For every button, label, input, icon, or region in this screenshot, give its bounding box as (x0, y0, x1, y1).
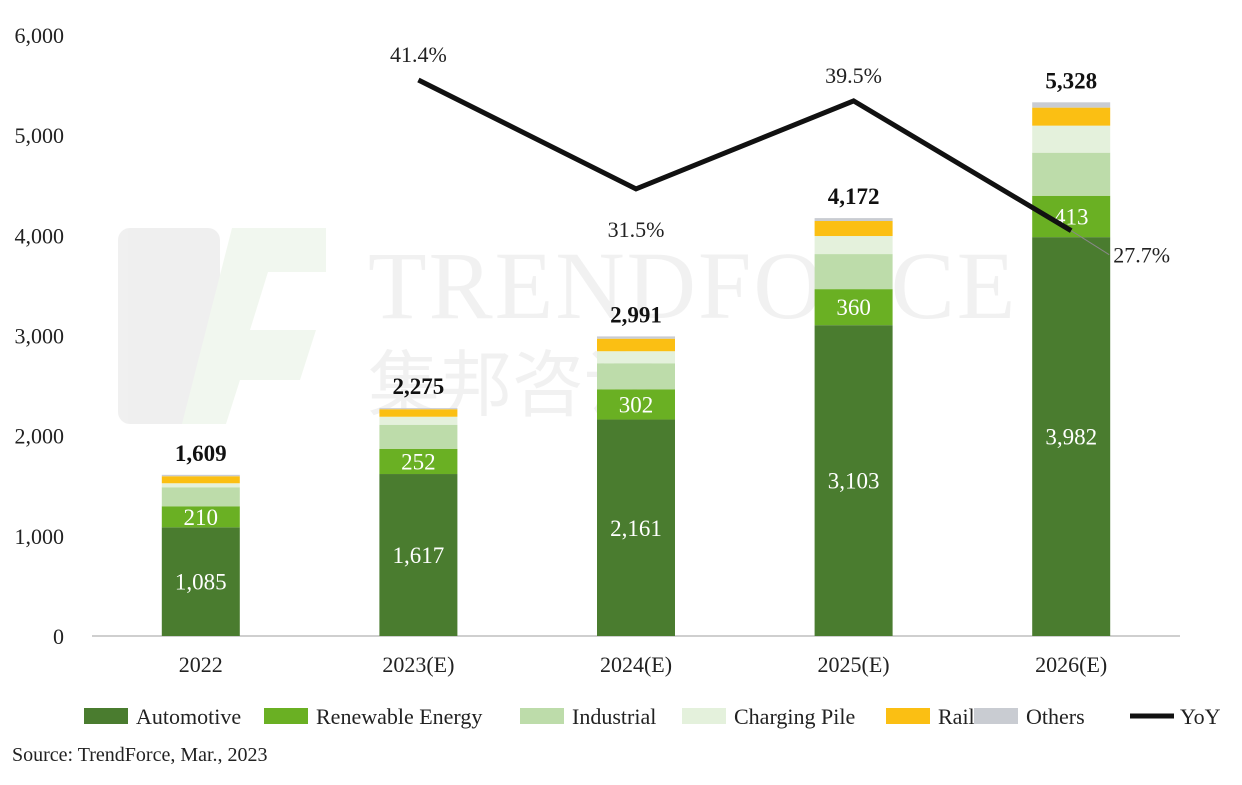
legend-swatch (264, 708, 308, 724)
bar-segment (814, 218, 893, 222)
bar-segment (597, 336, 675, 339)
bar-segment (814, 254, 893, 290)
bar-segment (379, 408, 458, 410)
legend-label: Others (1026, 704, 1085, 729)
bar-segment (161, 506, 240, 528)
bar-segment (597, 338, 675, 352)
y-tick-label: 6,000 (15, 23, 65, 48)
bar-segment (597, 351, 675, 364)
bar-segment (161, 483, 240, 488)
yoy-data-label: 31.5% (608, 217, 665, 242)
legend-label: Rail (938, 704, 975, 729)
source-note: Source: TrendForce, Mar., 2023 (12, 744, 268, 766)
x-tick-label: 2026(E) (1035, 652, 1107, 677)
x-tick-label: 2023(E) (382, 652, 454, 677)
bar-data-label: 360 (836, 295, 871, 320)
legend-label: Industrial (572, 704, 656, 729)
y-tick-label: 4,000 (15, 223, 65, 248)
legend: Automotive Renewable Energy Industrial Char… (84, 704, 1221, 729)
x-tick-label: 2024(E) (600, 652, 672, 677)
watermark: TRENDFORCE 集邦咨询 (118, 228, 1017, 426)
y-tick-label: 0 (53, 624, 64, 649)
axes: 0 1,000 2,000 3,000 4,000 5,000 6,000 2022 2023(… (15, 23, 1180, 677)
legend-swatch (886, 708, 930, 724)
bar-segment (379, 416, 458, 425)
bar-data-label: 3,103 (828, 469, 880, 494)
bar-data-label: 3,982 (1045, 425, 1097, 450)
bar-total-label: 2,991 (610, 302, 662, 327)
bar-segment (1032, 237, 1111, 636)
legend-swatch (682, 708, 726, 724)
bar-data-label: 1,617 (393, 543, 445, 568)
bar-segment (814, 325, 893, 636)
bar-segment (1032, 152, 1111, 196)
bar-segment (379, 409, 458, 417)
legend-label: YoY (1180, 704, 1221, 729)
y-tick-label: 1,000 (15, 524, 65, 549)
yoy-data-label: 27.7% (1113, 243, 1170, 268)
x-tick-label: 2025(E) (818, 652, 890, 677)
bar-segment (379, 448, 458, 475)
y-tick-label: 5,000 (15, 123, 65, 148)
bar-total-label: 1,609 (175, 441, 227, 466)
legend-swatch (520, 708, 564, 724)
bar-segment (161, 474, 240, 477)
bar-segment (1032, 125, 1111, 153)
legend-swatch (84, 708, 128, 724)
bar-segment (1032, 107, 1111, 126)
bar-segment (161, 476, 240, 484)
bar-data-label: 302 (619, 392, 654, 417)
x-tick-label: 2022 (179, 652, 223, 677)
bar-data-label: 252 (401, 449, 436, 474)
yoy-data-label: 39.5% (825, 63, 882, 88)
bar-segment (379, 474, 458, 636)
yoy-line (417, 77, 1073, 233)
yoy-leader-line (1070, 230, 1110, 256)
legend-label: Automotive (136, 704, 241, 729)
bar-data-label: 2,161 (610, 516, 662, 541)
bar-total-label: 5,328 (1045, 68, 1097, 93)
bar-data-label: 1,085 (175, 570, 227, 595)
legend-label: Charging Pile (734, 704, 855, 729)
bar-segment (814, 236, 893, 255)
bar-segment (161, 527, 240, 636)
y-tick-label: 3,000 (15, 324, 65, 349)
yoy-line-layer: 41.4% 31.5% 39.5% 27.7% (390, 42, 1170, 268)
y-tick-label: 2,000 (15, 424, 65, 449)
legend-label: Renewable Energy (316, 704, 482, 729)
bar-segment (161, 487, 240, 507)
bar-segment (1032, 102, 1111, 108)
bar-total-label: 4,172 (828, 184, 880, 209)
bar-segment (597, 363, 675, 390)
bar-total-label: 2,275 (393, 374, 445, 399)
bar-segment (814, 221, 893, 237)
yoy-data-label: 41.4% (390, 42, 447, 67)
bar-segment (597, 419, 675, 636)
bar-data-label: 210 (184, 505, 219, 530)
bar-segment (379, 424, 458, 449)
watermark-text: TRENDFORCE (368, 232, 1017, 339)
bars (161, 102, 1111, 636)
legend-swatch (974, 708, 1018, 724)
bar-segment (597, 389, 675, 420)
bar-labels: 1,0851,6172,1613,1033,982210252302360413… (175, 68, 1097, 594)
bar-segment (814, 289, 893, 326)
